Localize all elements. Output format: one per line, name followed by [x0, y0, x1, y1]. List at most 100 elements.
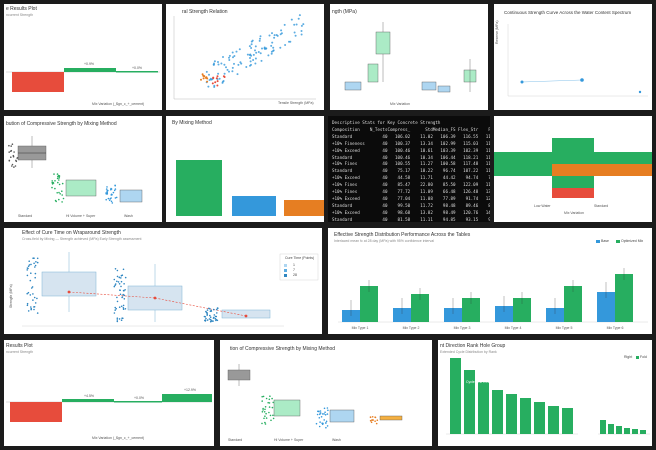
jitter-point [272, 414, 274, 417]
scatter-point [237, 63, 240, 66]
jitter-point [34, 276, 36, 279]
scatter-point [300, 30, 303, 32]
jitter-point [120, 305, 123, 308]
panel-title: By Mixing Method [172, 120, 212, 126]
jitter-point [58, 198, 60, 201]
jitter-point [123, 283, 125, 285]
scatter-point [208, 73, 210, 76]
jitter-point [10, 149, 13, 152]
panel-title: Results Plot [6, 343, 33, 349]
jitter-point [124, 276, 127, 279]
jitter-point [264, 421, 266, 424]
jitter-point [110, 200, 113, 203]
jitter-point [122, 293, 124, 296]
y-axis-label: Strength (MPa) [9, 284, 13, 308]
bar-optimized [462, 298, 480, 322]
scatter-chart [173, 14, 316, 100]
scatter-point [263, 46, 266, 49]
rank-bar [464, 370, 475, 434]
scatter-point [259, 37, 261, 40]
jitter-point [262, 395, 265, 398]
jitter-point [51, 180, 53, 182]
bar-base [546, 308, 564, 322]
scatter-point [258, 39, 261, 42]
bar-label: +4.5% [84, 394, 95, 398]
chart-panel-grouped-bars: Effective Strength Distribution Performa… [328, 228, 652, 334]
scatter-point [271, 32, 273, 35]
jitter-point [119, 289, 121, 291]
scatter-point [218, 77, 221, 80]
jitter-point [216, 308, 218, 311]
side-panel-title: Fold [640, 355, 647, 359]
strength-curve-chart [507, 24, 648, 97]
jitter-point [34, 302, 37, 304]
legend-item: Right [624, 355, 633, 359]
waterfall-chart [6, 68, 160, 92]
bar-base [495, 306, 513, 322]
bar-optimized [411, 294, 429, 322]
x-axis-label: Mix Variation (_$gn_c_+_cement) [92, 436, 145, 440]
scatter-point [257, 51, 260, 53]
scatter-point [270, 44, 273, 47]
scatter-point [216, 75, 219, 78]
jitter-point [36, 261, 39, 264]
scatter-point [300, 33, 303, 36]
scatter-point [259, 35, 262, 38]
panel-title: ngth (MPa) [332, 9, 357, 15]
jitter-point [56, 177, 59, 180]
jitter-point [215, 315, 218, 318]
jitter-point [8, 159, 11, 162]
jitter-point [26, 274, 29, 277]
jitter-point [105, 198, 107, 201]
jitter-point [374, 416, 376, 418]
jitter-point [375, 422, 378, 425]
scatter-point [200, 78, 202, 81]
jitter-point [58, 183, 61, 186]
jitter-point [264, 423, 267, 425]
jitter-point [120, 274, 123, 277]
jitter-point [120, 280, 123, 283]
panel-title: tion of Compressive Strength by Mixing M… [230, 346, 336, 352]
jitter-point [27, 310, 30, 312]
legend-item: 7 [293, 268, 295, 272]
jitter-point [319, 410, 322, 412]
bar-base [444, 308, 462, 322]
scatter-point [233, 62, 235, 65]
scatter-point [302, 23, 305, 26]
jitter-point [208, 318, 211, 320]
jitter-point [321, 423, 324, 426]
jitter-point [110, 197, 112, 199]
jitter-point [371, 416, 374, 418]
rank-bar [506, 394, 517, 434]
jitter-point [30, 287, 33, 289]
jitter-point [14, 165, 17, 167]
scatter-point [212, 77, 215, 80]
jitter-point [326, 425, 329, 427]
jitter-point [61, 201, 63, 203]
jitter-point [318, 425, 321, 428]
jitter-point [108, 199, 111, 202]
jitter-point [117, 281, 120, 283]
x-axis-label: Mix Variation [390, 102, 410, 106]
jitter-point [323, 407, 326, 410]
scatter-point [228, 70, 230, 73]
scatter-point [273, 34, 276, 37]
scatter-point [273, 36, 276, 39]
jitter-point [57, 181, 59, 184]
jitter-point [58, 179, 60, 181]
jitter-point [261, 422, 263, 425]
jitter-point [315, 422, 318, 425]
scatter-point [297, 17, 300, 20]
scatter-point [271, 41, 274, 44]
jitter-point [56, 173, 59, 175]
jitter-point [114, 283, 117, 285]
scatter-point [255, 51, 258, 54]
boxplot-chart [227, 364, 403, 429]
jitter-point [61, 190, 63, 192]
chart-panel-heat-bars: Low Water Standard Mix Variation [494, 116, 652, 222]
legend-title: Cure Time (Points) [285, 256, 315, 260]
jitter-point [105, 193, 108, 195]
scatter-point [294, 34, 297, 37]
scatter-point [272, 49, 275, 52]
scatter-point [293, 23, 296, 26]
